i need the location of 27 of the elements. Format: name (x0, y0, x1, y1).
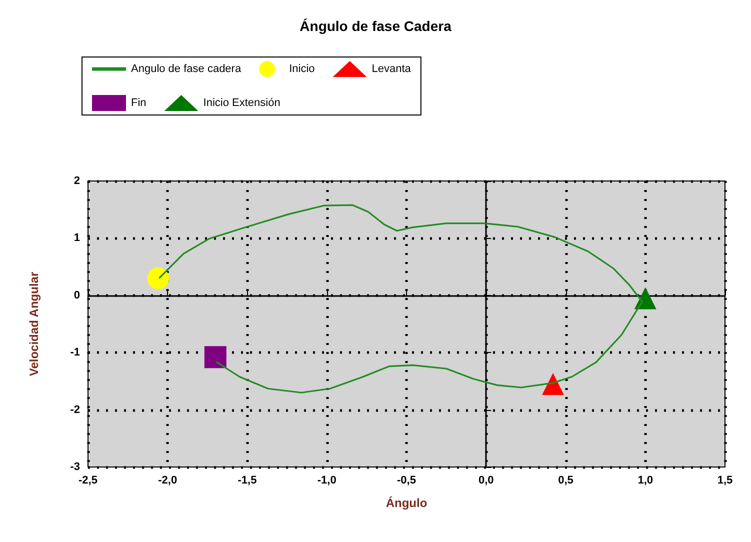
x-tick-label: -0,5 (397, 474, 416, 486)
legend-label: Levanta (372, 63, 412, 75)
point (147, 267, 170, 290)
y-tick-label: -3 (70, 461, 80, 473)
x-tick-label: -2,0 (158, 474, 178, 486)
x-tick-label: 0,5 (558, 474, 574, 486)
point (204, 346, 226, 368)
legend-label: Angulo de fase cadera (131, 63, 242, 75)
y-tick-label: -1 (70, 346, 80, 359)
y-axis-title: Velocidad Angular (27, 272, 41, 376)
legend-label: Fin (131, 97, 146, 109)
chart-title: Ángulo de fase Cadera (300, 18, 452, 34)
legend-label: Inicio (289, 63, 315, 75)
y-tick-label: 1 (74, 232, 80, 244)
x-tick-label: 1,0 (638, 474, 654, 486)
y-tick-label: 0 (74, 289, 80, 302)
x-tick-label: 0,0 (478, 474, 494, 486)
x-tick-label: 1,5 (717, 474, 733, 486)
x-tick-label: -2,5 (78, 474, 98, 486)
x-tick-label: -1,0 (317, 474, 336, 486)
x-tick-label: -1,5 (238, 474, 257, 486)
y-tick-label: -2 (70, 404, 80, 416)
x-axis-title: Ángulo (386, 496, 428, 510)
legend-label: Inicio Extensión (203, 97, 280, 109)
y-tick-label: 2 (74, 175, 80, 187)
point (634, 287, 656, 310)
point (542, 373, 564, 396)
